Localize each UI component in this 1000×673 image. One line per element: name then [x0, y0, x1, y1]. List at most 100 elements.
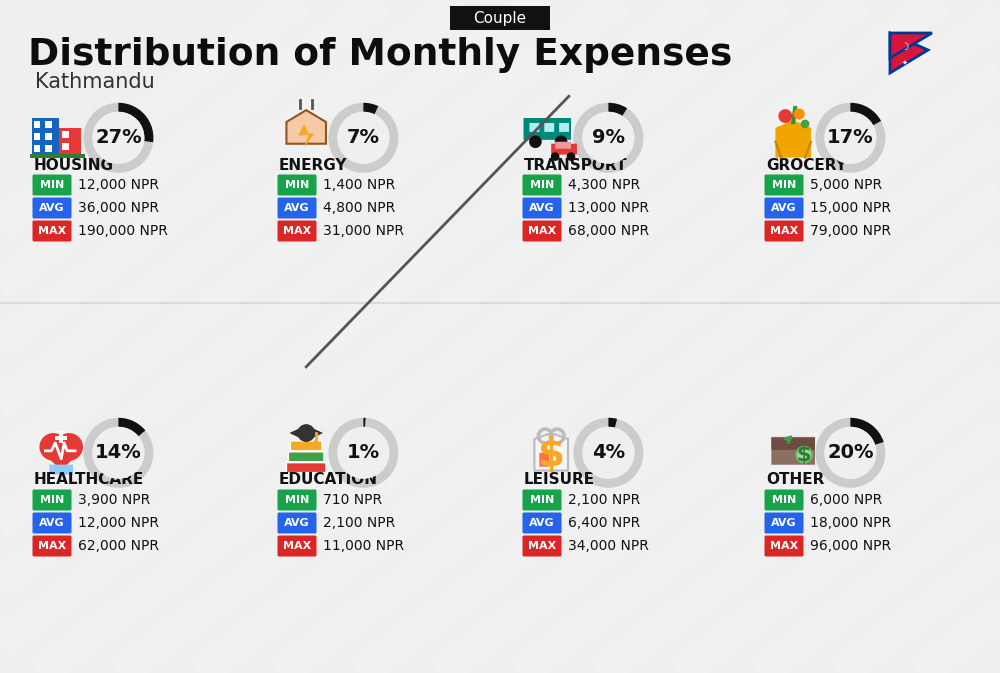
- FancyBboxPatch shape: [551, 144, 577, 155]
- FancyBboxPatch shape: [45, 145, 52, 151]
- Text: 2,100 NPR: 2,100 NPR: [323, 516, 395, 530]
- Text: MAX: MAX: [528, 226, 556, 236]
- FancyBboxPatch shape: [765, 174, 804, 195]
- Circle shape: [778, 109, 792, 123]
- Wedge shape: [608, 103, 627, 116]
- FancyBboxPatch shape: [771, 438, 815, 450]
- Text: MIN: MIN: [772, 180, 796, 190]
- Polygon shape: [890, 33, 932, 58]
- FancyBboxPatch shape: [32, 489, 72, 511]
- FancyBboxPatch shape: [278, 221, 316, 242]
- Text: GROCERY: GROCERY: [766, 157, 847, 172]
- Text: Kathmandu: Kathmandu: [35, 72, 155, 92]
- FancyBboxPatch shape: [523, 118, 571, 140]
- Wedge shape: [573, 103, 643, 173]
- Polygon shape: [286, 110, 326, 144]
- Text: 11,000 NPR: 11,000 NPR: [323, 539, 404, 553]
- Text: AVG: AVG: [771, 203, 797, 213]
- FancyBboxPatch shape: [290, 441, 322, 451]
- Text: 710 NPR: 710 NPR: [323, 493, 382, 507]
- Text: 79,000 NPR: 79,000 NPR: [810, 224, 891, 238]
- FancyBboxPatch shape: [32, 513, 72, 534]
- FancyBboxPatch shape: [32, 118, 59, 157]
- Text: ENERGY: ENERGY: [279, 157, 348, 172]
- Text: 2,100 NPR: 2,100 NPR: [568, 493, 640, 507]
- Text: 1,400 NPR: 1,400 NPR: [323, 178, 395, 192]
- FancyBboxPatch shape: [559, 123, 569, 132]
- FancyBboxPatch shape: [765, 197, 804, 219]
- FancyBboxPatch shape: [45, 133, 52, 140]
- FancyBboxPatch shape: [522, 513, 562, 534]
- Text: 14%: 14%: [95, 444, 142, 462]
- Text: 36,000 NPR: 36,000 NPR: [78, 201, 159, 215]
- Text: 190,000 NPR: 190,000 NPR: [78, 224, 168, 238]
- Text: MAX: MAX: [38, 226, 66, 236]
- Text: Distribution of Monthly Expenses: Distribution of Monthly Expenses: [28, 37, 732, 73]
- Circle shape: [337, 427, 389, 479]
- Text: MAX: MAX: [38, 541, 66, 551]
- Text: 34,000 NPR: 34,000 NPR: [568, 539, 649, 553]
- FancyBboxPatch shape: [34, 145, 40, 151]
- Text: AVG: AVG: [284, 518, 310, 528]
- Text: 96,000 NPR: 96,000 NPR: [810, 539, 891, 553]
- Circle shape: [824, 112, 876, 164]
- Text: AVG: AVG: [529, 203, 555, 213]
- Wedge shape: [118, 418, 145, 436]
- Text: AVG: AVG: [529, 518, 555, 528]
- FancyBboxPatch shape: [34, 121, 40, 128]
- FancyBboxPatch shape: [288, 452, 324, 462]
- Circle shape: [555, 135, 567, 148]
- Text: 62,000 NPR: 62,000 NPR: [78, 539, 159, 553]
- Wedge shape: [328, 103, 398, 173]
- FancyBboxPatch shape: [32, 197, 72, 219]
- Circle shape: [55, 433, 83, 461]
- Text: MAX: MAX: [770, 541, 798, 551]
- Text: 18,000 NPR: 18,000 NPR: [810, 516, 891, 530]
- FancyBboxPatch shape: [555, 142, 571, 149]
- Text: MIN: MIN: [40, 180, 64, 190]
- Text: MAX: MAX: [770, 226, 798, 236]
- Circle shape: [796, 447, 812, 462]
- Wedge shape: [83, 103, 153, 173]
- Text: MIN: MIN: [40, 495, 64, 505]
- Polygon shape: [775, 120, 811, 157]
- FancyBboxPatch shape: [529, 123, 539, 132]
- FancyBboxPatch shape: [522, 536, 562, 557]
- Text: 12,000 NPR: 12,000 NPR: [78, 178, 159, 192]
- FancyBboxPatch shape: [450, 6, 550, 30]
- Wedge shape: [573, 418, 643, 488]
- FancyBboxPatch shape: [62, 143, 69, 149]
- FancyBboxPatch shape: [771, 437, 815, 465]
- Text: MIN: MIN: [772, 495, 796, 505]
- Wedge shape: [328, 418, 398, 488]
- Text: MIN: MIN: [285, 180, 309, 190]
- Circle shape: [801, 120, 809, 129]
- Text: 7%: 7%: [347, 129, 380, 147]
- FancyBboxPatch shape: [522, 489, 562, 511]
- Text: 17%: 17%: [827, 129, 874, 147]
- Text: AVG: AVG: [284, 203, 310, 213]
- Text: 4,800 NPR: 4,800 NPR: [323, 201, 395, 215]
- Text: MAX: MAX: [283, 226, 311, 236]
- FancyBboxPatch shape: [32, 221, 72, 242]
- Circle shape: [92, 427, 144, 479]
- Circle shape: [337, 112, 389, 164]
- Circle shape: [297, 424, 315, 442]
- FancyBboxPatch shape: [278, 536, 316, 557]
- Text: AVG: AVG: [39, 203, 65, 213]
- Circle shape: [314, 439, 318, 444]
- Text: 5,000 NPR: 5,000 NPR: [810, 178, 882, 192]
- Text: MIN: MIN: [285, 495, 309, 505]
- Wedge shape: [815, 418, 885, 488]
- Text: LEISURE: LEISURE: [524, 472, 595, 487]
- Text: 6,400 NPR: 6,400 NPR: [568, 516, 640, 530]
- Text: HOUSING: HOUSING: [34, 157, 114, 172]
- Polygon shape: [890, 33, 928, 73]
- Text: MIN: MIN: [530, 180, 554, 190]
- FancyBboxPatch shape: [765, 536, 804, 557]
- Polygon shape: [289, 425, 323, 441]
- Circle shape: [582, 112, 634, 164]
- Text: 68,000 NPR: 68,000 NPR: [568, 224, 649, 238]
- Wedge shape: [608, 418, 617, 427]
- FancyBboxPatch shape: [522, 221, 562, 242]
